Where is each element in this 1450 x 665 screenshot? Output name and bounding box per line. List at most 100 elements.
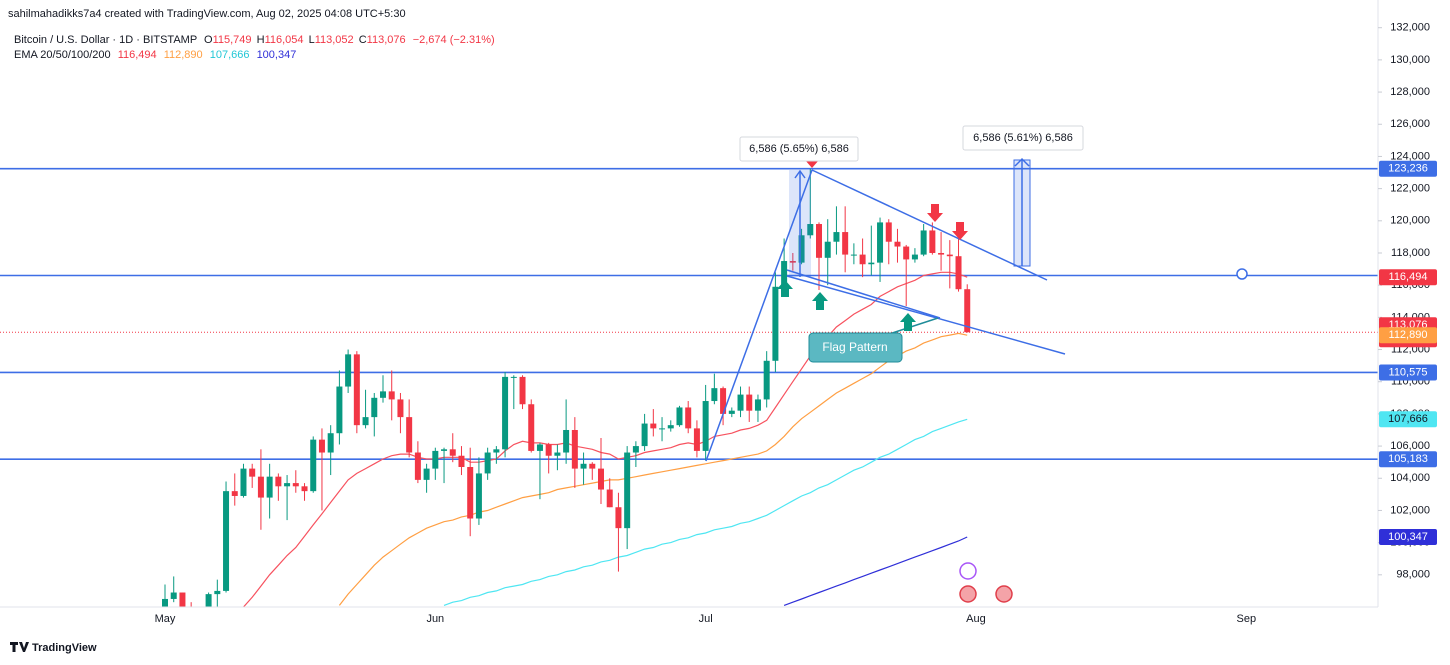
candle-body [449,449,456,456]
price-badge [1379,327,1437,344]
drawing-handle[interactable] [1236,268,1248,280]
candle-body [807,224,814,236]
watermark: sahilmahadikks7a4 created with TradingVi… [8,8,406,20]
up-arrow [812,292,828,310]
x-tick-label: Aug [966,613,986,625]
indicator-name: EMA 20/50/100/200 [14,49,111,61]
y-tick-label: 104,000 [1390,472,1430,484]
candle-body [510,376,517,378]
flag-upper-line [811,169,1048,281]
candle-body [266,476,273,498]
event-icon[interactable] [995,585,1013,603]
y-tick-label: 126,000 [1390,118,1430,130]
candle-body [554,452,561,456]
price-badges: 123,236 110,575 105,183 107,666 100,347 116,4… [1379,160,1437,546]
candle-body [388,391,395,400]
candle-body [650,423,657,429]
levels [0,167,1378,461]
candle-body [240,468,247,496]
candle-body [746,394,753,411]
candle-body [545,444,552,456]
candle-body [711,388,718,402]
measure-label: 6,586 (5.61%) 6,586 [973,132,1073,144]
ohlc-value: 113,076 [367,34,406,46]
callout-label: Flag Pattern [822,340,887,354]
candle-body [938,252,945,255]
brand-name: TradingView [32,642,97,654]
indicator-value: 107,666 [210,49,250,61]
price-badge-label: 105,183 [1388,453,1428,465]
candle-body [676,407,683,426]
ohlc-value: 115,749 [213,34,252,46]
y-tick-label: 118,000 [1391,247,1430,259]
indicator-legend: EMA 20/50/100/200 116,494 112,890 107,66… [14,49,296,61]
price-badge-label: 100,347 [1388,531,1428,543]
indicator-value: 112,890 [164,49,203,61]
candle-body [292,483,299,487]
candle-body [371,397,378,418]
candle-body [519,376,526,405]
candles [162,168,971,635]
drawings [705,157,1248,462]
candle-body [885,222,892,242]
y-tick-label: 98,000 [1396,569,1430,581]
candle-body [458,455,465,468]
ohlc-key: L [309,34,315,46]
candle-body [284,483,291,487]
candle-body [249,468,256,477]
down-arrow [952,222,968,240]
candle-body [911,254,918,260]
candle-body [624,452,631,529]
candle-body [423,468,430,480]
x-tick-label: Sep [1236,613,1256,625]
candle-body [362,417,369,426]
y-tick-label: 122,000 [1390,183,1430,195]
y-tick-label: 128,000 [1390,86,1430,98]
callout-box [808,332,903,363]
candle-body [693,428,700,451]
y-tick-label: 106,000 [1390,440,1430,452]
candle-body [571,429,578,469]
price-badge [1379,529,1437,546]
price-badge [1379,364,1437,381]
candle-body [720,388,727,414]
measure-label: 6,586 (5.65%) 6,586 [749,143,849,155]
flag-inner-line [786,269,941,319]
candle-body [414,452,421,480]
candle-body [754,399,761,411]
candle-body [214,590,221,595]
candle-body [188,609,194,635]
price-badge-label: 107,666 [1388,413,1428,425]
ema-line [338,332,968,606]
symbol: Bitcoin / U.S. Dollar · 1D · BITSTAMP [14,34,197,46]
measure-arrowhead [794,169,806,179]
price-badge [1379,411,1437,428]
price-badge [1379,160,1437,177]
candle-body [789,261,796,263]
y-tick-label: 130,000 [1390,54,1430,66]
candle-body [772,286,779,361]
candle-body [257,476,264,498]
trend-line [705,169,813,462]
event-icon[interactable] [959,585,977,603]
candle-body [929,230,936,253]
measure-label-box [962,125,1084,151]
candle-body [353,354,360,426]
candle-body [563,429,570,453]
candle-body [737,394,744,411]
candle-body [728,410,735,414]
symbol-legend: Bitcoin / U.S. Dollar · 1D · BITSTAMP O1… [14,34,495,46]
candle-body [484,452,491,474]
event-icon[interactable] [959,562,977,580]
candle-body [877,222,884,263]
flag-lower-line [786,275,1066,355]
candle-body [336,386,343,434]
candle-body [162,598,168,607]
event-icons [959,562,1013,603]
candle-body [816,224,822,258]
y-tick-label: 102,000 [1390,504,1430,516]
candle-body [659,428,666,430]
candle-body [327,433,334,453]
candle-body [641,423,648,447]
candle-body [850,254,857,256]
